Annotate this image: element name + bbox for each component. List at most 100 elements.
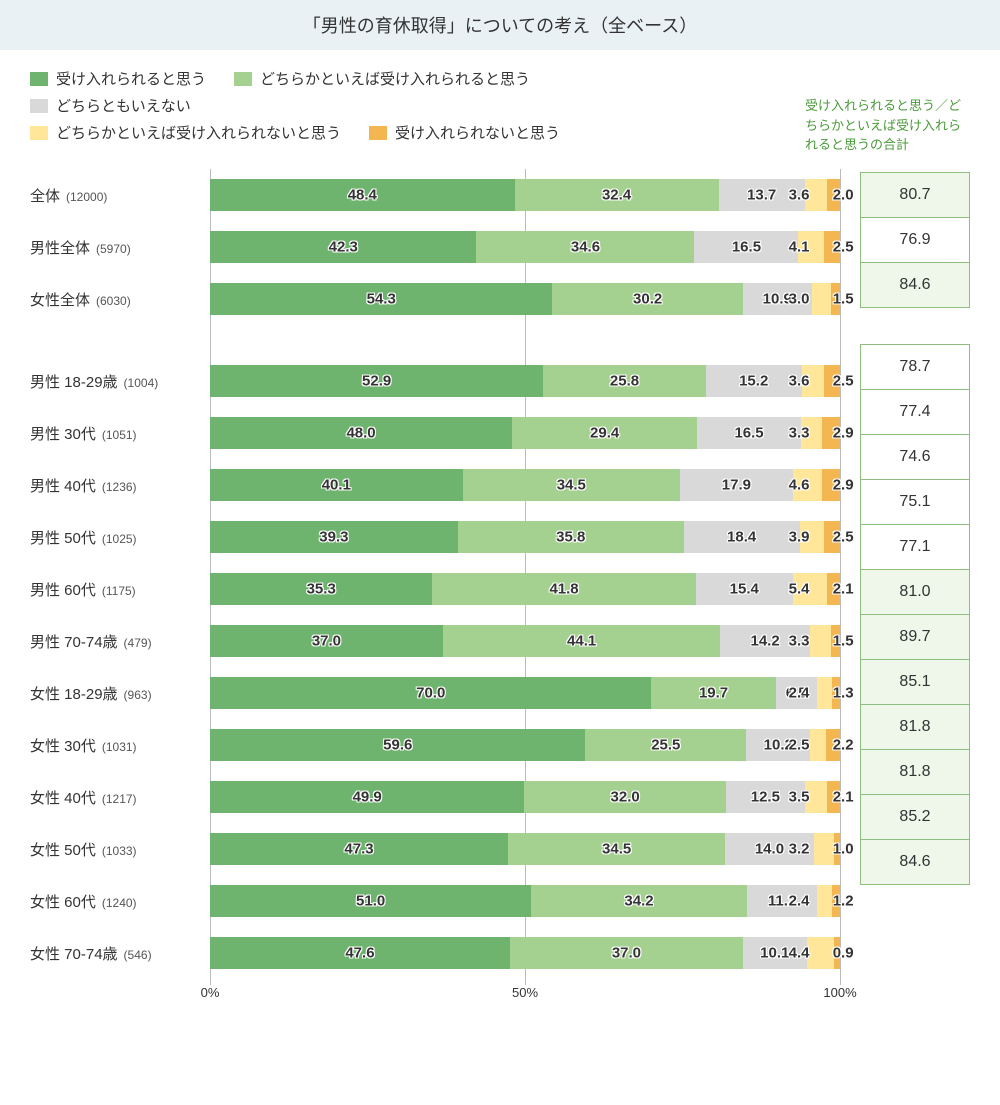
stacked-bar: 47.637.010.14.40.9 xyxy=(210,937,840,969)
segment-value: 10.9 xyxy=(763,290,792,307)
category-label: 男性 18-29歳 xyxy=(30,371,118,392)
chart-area: 全体(12000)男性全体(5970) 女性全体 (6030) 男性 18-29歳 (1… xyxy=(0,169,1000,1035)
row-label: 男性全体(5970) xyxy=(30,221,210,273)
bar-segment xyxy=(814,833,834,865)
segment-value: 34.5 xyxy=(602,840,631,857)
segment-value: 39.3 xyxy=(319,528,348,545)
labels-column: 全体(12000)男性全体(5970) 女性全体 (6030) 男性 18-29歳 (1… xyxy=(30,169,210,1005)
segment-value: 17.9 xyxy=(722,476,751,493)
segment-value: 41.8 xyxy=(549,580,578,597)
total-box: 78.7 xyxy=(860,344,970,390)
total-box: 81.8 xyxy=(860,704,970,750)
segment-value: 2.5 xyxy=(789,736,810,753)
category-label: 女性 70-74歳 xyxy=(30,943,118,964)
legend-swatch xyxy=(234,72,252,86)
legend-swatch xyxy=(30,72,48,86)
segment-value: 16.5 xyxy=(732,238,761,255)
chart-title: 「男性の育休取得」についての考え（全ベース） xyxy=(0,0,1000,50)
sample-size: (1175) xyxy=(102,584,136,598)
sample-size: (546) xyxy=(124,948,152,962)
category-label: 男性 30代 xyxy=(30,423,96,444)
segment-value: 19.7 xyxy=(699,684,728,701)
x-axis: 0%50%100% xyxy=(210,985,840,1005)
segment-value: 34.6 xyxy=(571,238,600,255)
category-label: 女性 30代 xyxy=(30,735,96,756)
segment-value: 44.1 xyxy=(567,632,596,649)
segment-value: 47.6 xyxy=(345,944,374,961)
legend-swatch xyxy=(369,126,387,140)
segment-value: 0.9 xyxy=(833,944,854,961)
segment-value: 2.1 xyxy=(833,788,854,805)
bar-segment xyxy=(810,625,831,657)
segment-value: 3.3 xyxy=(789,424,810,441)
bar-segment xyxy=(807,937,835,969)
segment-value: 47.3 xyxy=(344,840,373,857)
segment-value: 4.4 xyxy=(789,944,810,961)
row-label: 男性 60代(1175) xyxy=(30,563,210,615)
sample-size: (1051) xyxy=(102,428,137,442)
row-label: 全体(12000) xyxy=(30,169,210,221)
segment-value: 14.2 xyxy=(750,632,779,649)
segment-value: 3.6 xyxy=(789,372,810,389)
legend-area: 受け入れられると思うどちらかといえば受け入れられると思うどちらともいえないどちら… xyxy=(0,50,1000,169)
sample-size: (1236) xyxy=(102,480,137,494)
legend-swatch xyxy=(30,126,48,140)
stacked-bar: 47.334.514.03.21.0 xyxy=(210,833,840,865)
segment-value: 51.0 xyxy=(356,892,385,909)
segment-value: 16.5 xyxy=(734,424,763,441)
legend-label: 受け入れられないと思う xyxy=(395,122,560,143)
segment-value: 18.4 xyxy=(727,528,756,545)
segment-value: 2.9 xyxy=(833,424,854,441)
row-label: 女性 70-74歳 (546) xyxy=(30,927,210,979)
stacked-bar: 49.932.012.53.52.1 xyxy=(210,781,840,813)
total-box: 81.0 xyxy=(860,569,970,615)
total-box: 80.7 xyxy=(860,172,970,218)
category-label: 女性 18-29歳 xyxy=(30,683,118,704)
total-box: 89.7 xyxy=(860,614,970,660)
sample-size: (1004) xyxy=(124,376,159,390)
legend-swatch xyxy=(30,99,48,113)
category-label: 男性 50代 xyxy=(30,527,96,548)
segment-value: 37.0 xyxy=(312,632,341,649)
segment-value: 25.8 xyxy=(610,372,639,389)
sample-size: (6030) xyxy=(96,294,131,308)
legend-label: 受け入れられると思う xyxy=(56,68,206,89)
bar-segment xyxy=(812,283,831,315)
segment-value: 3.6 xyxy=(789,186,810,203)
row-label: 男性 70-74歳(479) xyxy=(30,615,210,667)
segment-value: 48.0 xyxy=(346,424,375,441)
segment-value: 4.6 xyxy=(789,476,810,493)
total-box: 75.1 xyxy=(860,479,970,525)
row-label: 男性 18-29歳 (1004) xyxy=(30,355,210,407)
sample-size: (1033) xyxy=(102,844,137,858)
segment-value: 34.2 xyxy=(624,892,653,909)
stacked-bar: 52.925.815.23.62.5 xyxy=(210,365,840,397)
category-label: 女性 60代 xyxy=(30,891,96,912)
sample-size: (5970) xyxy=(96,242,131,256)
segment-value: 10.1 xyxy=(760,944,789,961)
row-label: 女性 50代(1033) xyxy=(30,823,210,875)
segment-value: 1.0 xyxy=(833,840,854,857)
stacked-bar: 35.341.815.45.42.1 xyxy=(210,573,840,605)
segment-value: 2.5 xyxy=(833,372,854,389)
segment-value: 2.5 xyxy=(833,238,854,255)
category-label: 女性全体 xyxy=(30,289,90,310)
segment-value: 2.0 xyxy=(833,186,854,203)
segment-value: 29.4 xyxy=(590,424,619,441)
segment-value: 2.4 xyxy=(789,892,810,909)
stacked-bar: 37.044.114.23.31.5 xyxy=(210,625,840,657)
segment-value: 1.5 xyxy=(833,632,854,649)
axis-tick: 100% xyxy=(823,985,856,1000)
segment-value: 2.5 xyxy=(833,528,854,545)
stacked-bar: 48.432.413.73.62.0 xyxy=(210,179,840,211)
legend-item: どちらともいえない xyxy=(30,95,191,116)
axis-tick: 0% xyxy=(201,985,220,1000)
sample-size: (12000) xyxy=(66,190,107,204)
segment-value: 52.9 xyxy=(362,372,391,389)
total-box: 76.9 xyxy=(860,217,970,263)
segment-value: 37.0 xyxy=(612,944,641,961)
segment-value: 34.5 xyxy=(557,476,586,493)
row-label: 男性 40代(1236) xyxy=(30,459,210,511)
segment-value: 5.4 xyxy=(789,580,810,597)
category-label: 男性 70-74歳 xyxy=(30,631,118,652)
